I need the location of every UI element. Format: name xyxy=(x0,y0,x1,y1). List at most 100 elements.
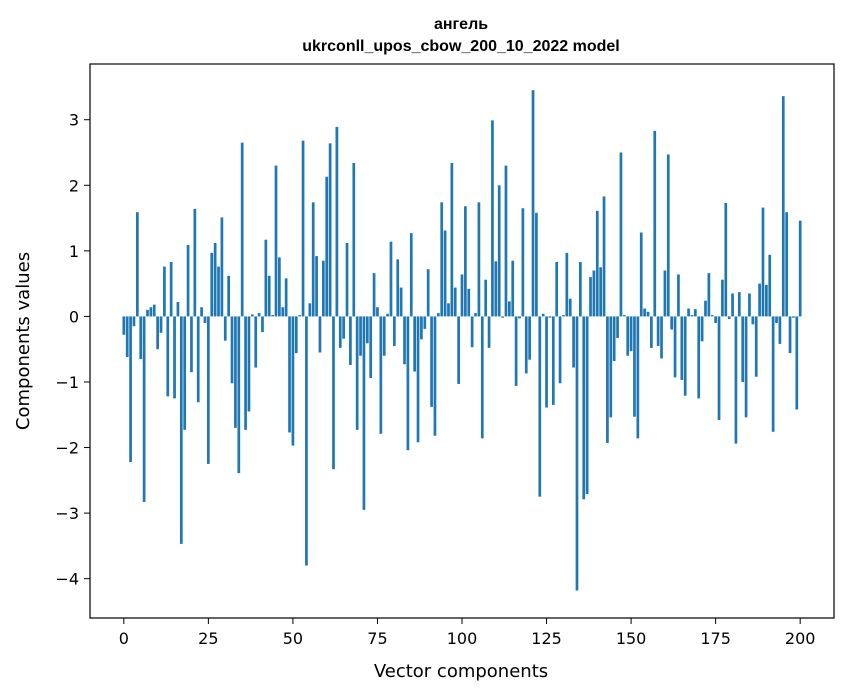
y-tick-label: 0 xyxy=(69,307,79,326)
bar xyxy=(514,316,518,386)
bar xyxy=(687,308,690,317)
bar xyxy=(389,241,393,317)
bar xyxy=(622,315,626,317)
bar xyxy=(274,165,278,317)
x-tick-label: 150 xyxy=(616,629,647,648)
bar xyxy=(186,244,190,317)
bar xyxy=(775,316,778,323)
x-tick-label: 175 xyxy=(700,629,731,648)
x-axis-ticks: 0 25 50 75 100 125 150 175 200 xyxy=(119,618,815,648)
bar xyxy=(551,316,555,405)
bar xyxy=(436,313,440,317)
bar xyxy=(179,316,183,544)
bar xyxy=(480,316,484,439)
x-tick-label: 100 xyxy=(447,629,478,648)
bar xyxy=(666,154,670,317)
y-tick-label: 2 xyxy=(69,176,79,195)
bar xyxy=(606,316,609,443)
bar xyxy=(352,163,356,317)
bar xyxy=(707,273,711,317)
bar xyxy=(166,316,170,397)
bar xyxy=(399,287,403,317)
bar xyxy=(430,316,433,407)
bar xyxy=(234,316,237,428)
bar xyxy=(250,314,254,317)
bar xyxy=(609,316,613,418)
bar xyxy=(754,316,758,377)
bar xyxy=(159,316,163,333)
bar xyxy=(291,316,295,446)
bar xyxy=(321,260,325,317)
bar xyxy=(673,316,677,378)
bar xyxy=(582,316,586,500)
bar xyxy=(142,316,146,502)
bar xyxy=(207,316,210,464)
x-tick-label: 0 xyxy=(119,629,129,648)
bar xyxy=(677,274,680,317)
bar xyxy=(477,202,481,317)
bar xyxy=(416,316,420,443)
bar xyxy=(484,279,488,317)
bar xyxy=(247,316,251,412)
x-tick-label: 75 xyxy=(367,629,387,648)
bar xyxy=(741,316,745,382)
bar xyxy=(511,260,515,317)
bar xyxy=(518,316,521,319)
x-tick-label: 50 xyxy=(283,629,303,648)
bar xyxy=(788,316,792,354)
bar xyxy=(196,316,200,403)
bar xyxy=(386,313,389,317)
bar xyxy=(758,283,761,317)
bar xyxy=(200,307,203,317)
bar xyxy=(447,303,450,317)
bar xyxy=(507,301,511,317)
bar xyxy=(453,287,457,317)
bar xyxy=(382,316,386,356)
chart-title-line1: ангель xyxy=(434,16,488,33)
bar xyxy=(704,300,707,317)
bar xyxy=(663,270,667,317)
bar xyxy=(426,269,430,317)
bar xyxy=(781,96,785,317)
bar xyxy=(697,316,701,399)
bar xyxy=(744,316,748,418)
bar xyxy=(362,316,366,510)
bar xyxy=(203,316,207,323)
bar xyxy=(393,316,396,346)
y-tick-label: 1 xyxy=(69,242,79,261)
bar xyxy=(568,298,572,317)
bar xyxy=(765,284,768,317)
bar xyxy=(152,304,156,317)
bar xyxy=(308,303,312,317)
bar xyxy=(122,316,126,335)
bar xyxy=(693,309,697,317)
bar xyxy=(690,315,694,317)
bar xyxy=(457,316,460,384)
x-axis-label: Vector components xyxy=(374,661,548,682)
bar xyxy=(727,316,731,320)
bar xyxy=(619,152,623,317)
bar xyxy=(592,270,596,317)
bar xyxy=(332,316,335,470)
bar xyxy=(433,316,437,436)
bar xyxy=(474,313,477,317)
bar xyxy=(501,316,504,318)
bar xyxy=(278,257,281,317)
bar xyxy=(768,254,772,317)
bar xyxy=(318,316,322,353)
bar xyxy=(538,316,542,497)
bar xyxy=(636,316,640,439)
bar xyxy=(464,206,467,317)
bar xyxy=(294,316,298,354)
bar xyxy=(217,266,220,317)
bar xyxy=(176,301,180,317)
bar xyxy=(748,293,751,317)
bar xyxy=(639,232,643,317)
bar xyxy=(311,202,315,317)
y-axis-ticks: −4 −3 −2 −1 0 1 2 3 xyxy=(55,111,90,589)
bar xyxy=(558,316,562,384)
bar xyxy=(734,316,738,444)
bar xyxy=(467,288,471,317)
bar xyxy=(778,316,782,344)
